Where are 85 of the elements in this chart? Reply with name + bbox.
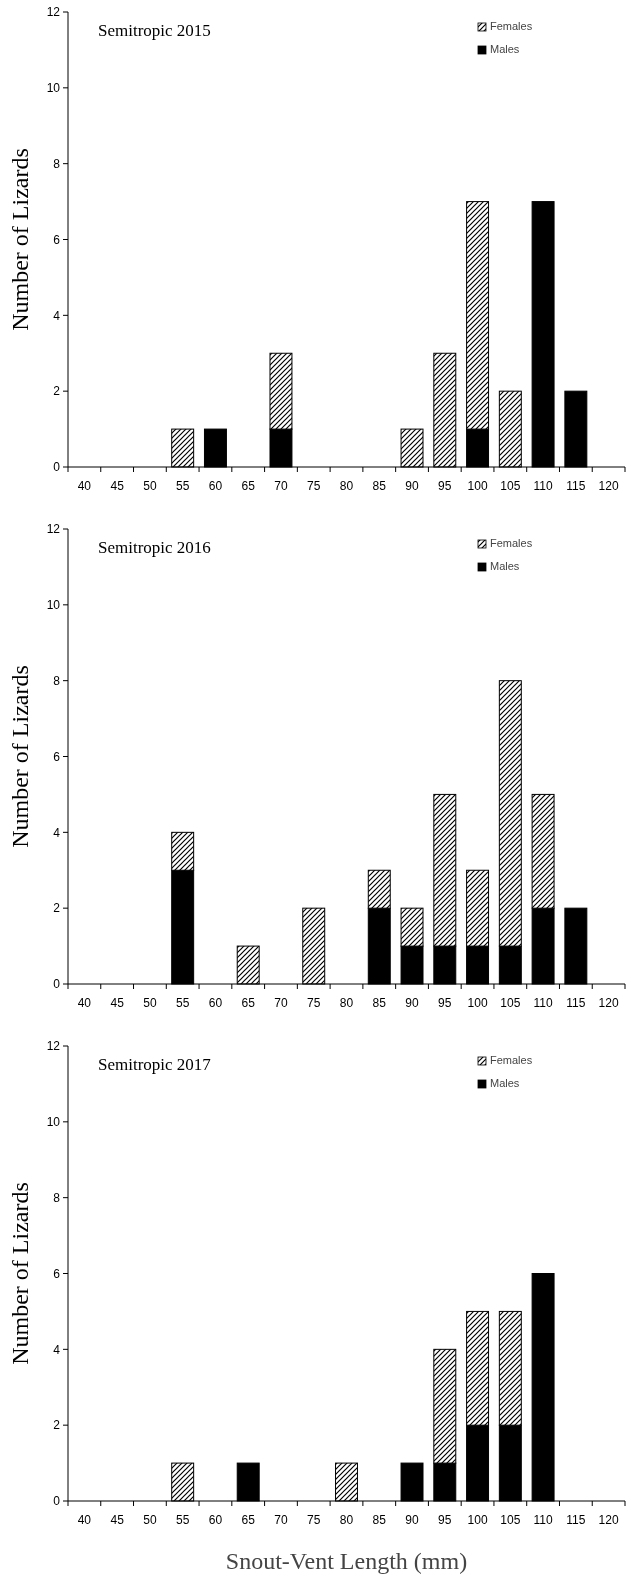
x-tick-label: 70 xyxy=(274,996,288,1010)
x-tick-label: 100 xyxy=(467,479,488,493)
y-tick-label: 0 xyxy=(53,460,61,475)
y-tick-label: 12 xyxy=(46,5,61,20)
y-tick-label: 10 xyxy=(46,598,61,613)
y-tick-label: 12 xyxy=(46,522,61,537)
y-tick-label: 8 xyxy=(53,1190,61,1205)
x-tick-label: 60 xyxy=(208,479,223,493)
x-tick-label: 65 xyxy=(241,479,256,493)
y-tick-label: 6 xyxy=(53,749,61,764)
x-tick-label: 110 xyxy=(533,479,553,493)
x-tick-label: 85 xyxy=(372,1513,387,1527)
y-tick-label: 8 xyxy=(53,156,61,171)
x-tick-label: 85 xyxy=(372,996,387,1010)
x-tick-label: 65 xyxy=(241,1513,256,1527)
y-tick-label: 6 xyxy=(53,232,61,247)
x-tick-label: 50 xyxy=(143,1513,157,1527)
x-tick-label: 50 xyxy=(143,996,157,1010)
x-tick-label: 40 xyxy=(77,479,92,493)
text: Semitropic 2016 xyxy=(98,538,211,557)
x-tick-label: 45 xyxy=(110,996,125,1010)
x-tick-label: 75 xyxy=(307,996,321,1010)
x-tick-label: 115 xyxy=(566,479,586,493)
x-tick-label: 80 xyxy=(339,1513,354,1527)
x-tick-label: 120 xyxy=(598,479,619,493)
x-tick-label: 90 xyxy=(405,996,420,1010)
y-tick-label: 6 xyxy=(53,1266,61,1281)
legend-label: Females xyxy=(490,20,533,32)
x-tick-label: 105 xyxy=(500,1513,521,1527)
x-tick-label: 40 xyxy=(77,1513,92,1527)
legend-label: Males xyxy=(490,1077,520,1089)
legend-label: Females xyxy=(490,1054,533,1066)
x-tick-label: 90 xyxy=(405,479,420,493)
x-tick-label: 115 xyxy=(566,1513,586,1527)
y-tick-label: 2 xyxy=(53,384,61,399)
legend-label: Males xyxy=(490,560,520,572)
y-tick-label: 8 xyxy=(53,673,61,688)
x-tick-label: 95 xyxy=(438,996,452,1010)
y-tick-label: 2 xyxy=(53,1418,61,1433)
text: Semitropic 2017 xyxy=(98,1055,212,1074)
x-tick-label: 90 xyxy=(405,1513,420,1527)
x-tick-label: 75 xyxy=(307,479,321,493)
y-axis-title: Number of Lizards xyxy=(7,148,33,331)
y-tick-label: 10 xyxy=(46,81,61,96)
x-tick-label: 55 xyxy=(176,996,190,1010)
x-tick-label: 70 xyxy=(274,479,288,493)
x-tick-label: 110 xyxy=(533,1513,553,1527)
x-tick-label: 45 xyxy=(110,1513,125,1527)
x-tick-label: 100 xyxy=(467,996,488,1010)
y-axis-title: Number of Lizards xyxy=(7,665,33,848)
x-axis-title: Snout-Vent Length (mm) xyxy=(225,1548,468,1574)
y-tick-label: 0 xyxy=(53,977,61,992)
x-tick-label: 105 xyxy=(500,479,521,493)
x-tick-label: 70 xyxy=(274,1513,288,1527)
y-tick-label: 4 xyxy=(53,308,61,323)
x-tick-label: 120 xyxy=(598,996,619,1010)
y-tick-label: 10 xyxy=(46,1115,61,1130)
x-tick-label: 80 xyxy=(339,479,354,493)
x-tick-label: 50 xyxy=(143,479,157,493)
y-tick-label: 0 xyxy=(53,1494,61,1509)
x-tick-label: 65 xyxy=(241,996,256,1010)
y-tick-label: 4 xyxy=(53,825,61,840)
x-tick-label: 110 xyxy=(533,996,553,1010)
x-tick-label: 95 xyxy=(438,1513,452,1527)
x-tick-label: 95 xyxy=(438,479,452,493)
x-tick-label: 75 xyxy=(307,1513,321,1527)
x-tick-label: 115 xyxy=(566,996,586,1010)
x-tick-label: 55 xyxy=(176,1513,190,1527)
x-tick-label: 45 xyxy=(110,479,125,493)
x-tick-label: 120 xyxy=(598,1513,619,1527)
y-axis-title: Number of Lizards xyxy=(7,1182,33,1365)
text: Semitropic 2015 xyxy=(98,21,211,40)
x-tick-label: 40 xyxy=(77,996,92,1010)
x-tick-label: 105 xyxy=(500,996,521,1010)
x-tick-label: 80 xyxy=(339,996,354,1010)
x-tick-label: 55 xyxy=(176,479,190,493)
x-tick-label: 60 xyxy=(208,1513,223,1527)
x-tick-label: 60 xyxy=(208,996,223,1010)
x-tick-label: 85 xyxy=(372,479,387,493)
y-tick-label: 12 xyxy=(46,1039,61,1054)
x-tick-label: 100 xyxy=(467,1513,488,1527)
legend-label: Females xyxy=(490,537,533,549)
legend-label: Males xyxy=(490,43,520,55)
y-tick-label: 4 xyxy=(53,1342,61,1357)
y-tick-label: 2 xyxy=(53,901,61,916)
